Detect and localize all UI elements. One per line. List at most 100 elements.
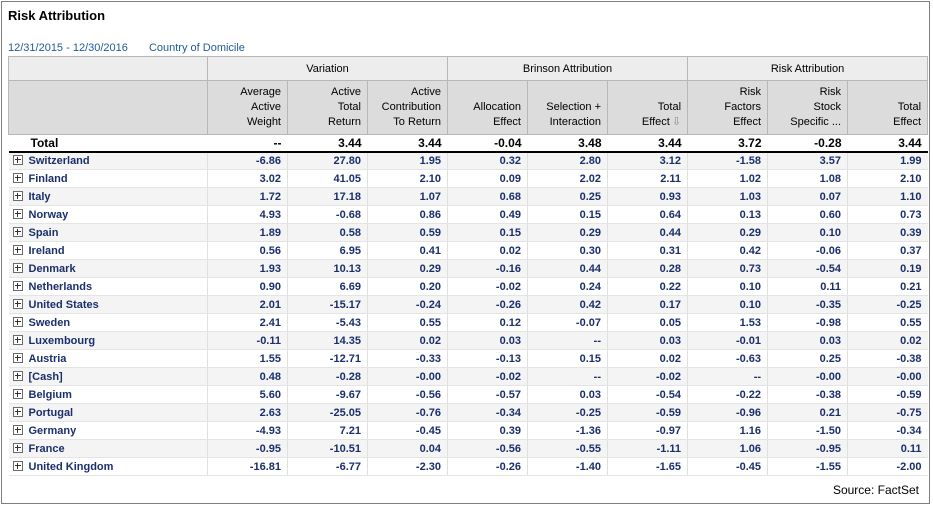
expand-plus-icon[interactable] xyxy=(12,388,23,399)
table-row[interactable]: Italy 1.72 17.18 1.07 0.68 0.25 0.93 1.03 0.07 1.… xyxy=(8,187,928,206)
table-cell: 1.02 xyxy=(687,169,768,188)
table-cell: -0.55 xyxy=(527,439,608,458)
row-name[interactable]: Belgium xyxy=(28,388,72,401)
expand-plus-icon[interactable] xyxy=(12,424,23,435)
table-row[interactable]: Switzerland -6.86 27.80 1.95 0.32 2.80 3.12 -1.… xyxy=(8,151,928,170)
table-row[interactable]: Belgium 5.60 -9.67 -0.56 -0.57 0.03 -0.54 -0.22… xyxy=(8,385,928,404)
table-row[interactable]: Luxembourg -0.11 14.35 0.02 0.03 -- 0.03 -0.01 0… xyxy=(8,331,928,350)
table-cell: -5.43 xyxy=(287,313,368,332)
column-header-risk-total-effect[interactable]: Total Effect xyxy=(847,80,929,135)
group-header-risk[interactable]: Risk Attribution xyxy=(687,56,929,81)
table-cell: 41.05 xyxy=(287,169,368,188)
expand-plus-icon[interactable] xyxy=(12,154,23,165)
row-name[interactable]: Switzerland xyxy=(28,154,90,167)
expand-plus-icon[interactable] xyxy=(12,334,23,345)
table-cell: 0.02 xyxy=(367,331,448,350)
expand-plus-icon[interactable] xyxy=(12,262,23,273)
row-label: United States xyxy=(8,295,208,314)
table-cell: -0.97 xyxy=(606,421,688,440)
table-cell: 10.13 xyxy=(287,259,368,278)
row-name[interactable]: Sweden xyxy=(28,316,71,329)
expand-plus-icon[interactable] xyxy=(12,190,23,201)
expand-plus-icon[interactable] xyxy=(12,406,23,417)
table-row[interactable]: Portugal 2.63 -25.05 -0.76 -0.34 -0.25 -0.59 -0… xyxy=(8,403,928,422)
table-cell: 0.60 xyxy=(767,205,848,224)
column-header-selection-interaction[interactable]: Selection + Interaction xyxy=(527,80,608,135)
table-cell: 1.99 xyxy=(847,151,928,170)
expand-plus-icon[interactable] xyxy=(12,460,23,471)
row-name[interactable]: France xyxy=(28,442,65,455)
table-row[interactable]: Norway 4.93 -0.68 0.86 0.49 0.15 0.64 0.13 0.60 0… xyxy=(8,205,928,224)
table-cell: 1.08 xyxy=(767,169,848,188)
table-cell: -0.25 xyxy=(527,403,608,422)
row-name[interactable]: Netherlands xyxy=(28,280,93,293)
row-name[interactable]: Spain xyxy=(28,226,59,239)
total-cell: 3.44 xyxy=(607,134,688,153)
grouping-link[interactable]: Country of Domicile xyxy=(148,42,245,54)
table-row[interactable]: Sweden 2.41 -5.43 0.55 0.12 -0.07 0.05 1.53 -0.9… xyxy=(8,313,928,332)
table-cell: 0.13 xyxy=(687,205,768,224)
column-header-name[interactable] xyxy=(8,80,208,135)
column-header-active-contribution[interactable]: Active Contribution To Return xyxy=(367,80,448,135)
table-cell: 0.21 xyxy=(767,403,848,422)
table-row[interactable]: Finland 3.02 41.05 2.10 0.09 2.02 2.11 1.02 1.08… xyxy=(8,169,928,188)
table-row[interactable]: Germany -4.93 7.21 -0.45 0.39 -1.36 -0.97 1.16-… xyxy=(8,421,928,440)
row-name[interactable]: Portugal xyxy=(28,406,74,419)
column-header-risk-factors-effect[interactable]: Risk Factors Effect xyxy=(687,80,769,135)
expand-plus-icon[interactable] xyxy=(12,370,23,381)
table-row[interactable]: France -0.95 -10.51 0.04 -0.56 -0.55 -1.11 1.06… xyxy=(8,439,928,458)
row-name[interactable]: Finland xyxy=(28,172,68,185)
table-row[interactable]: Spain 1.89 0.58 0.59 0.15 0.29 0.44 0.29 0.10 0.3… xyxy=(8,223,928,242)
column-header-brinson-total-effect[interactable]: Total Effect ⇩ xyxy=(606,80,689,135)
table-cell: 0.04 xyxy=(367,439,448,458)
table-cell: 2.63 xyxy=(207,403,288,422)
table-cell: -0.26 xyxy=(447,457,528,476)
group-header-variation[interactable]: Variation xyxy=(207,56,448,81)
expand-plus-icon[interactable] xyxy=(12,442,23,453)
table-row[interactable]: Ireland 0.56 6.95 0.41 0.02 0.30 0.31 0.42 -0.06… xyxy=(8,241,928,260)
table-cell: 0.56 xyxy=(207,241,288,260)
table-row[interactable]: United Kingdom -16.81 -6.77 -2.30 -0.26 -1.40… xyxy=(8,457,928,476)
expand-plus-icon[interactable] xyxy=(12,208,23,219)
group-header-brinson[interactable]: Brinson Attribution xyxy=(446,56,689,81)
table-cell: 0.05 xyxy=(606,313,688,332)
table-cell: -0.75 xyxy=(847,403,928,422)
row-name[interactable]: Italy xyxy=(28,190,51,203)
row-name[interactable]: Norway xyxy=(28,208,69,221)
table-row[interactable]: Austria 1.55 -12.71 -0.33 -0.13 0.15 0.02 -0.63… xyxy=(8,349,928,368)
table-cell: 5.60 xyxy=(207,385,288,404)
row-name[interactable]: Austria xyxy=(28,352,67,365)
expand-plus-icon[interactable] xyxy=(12,298,23,309)
row-name[interactable]: United States xyxy=(28,298,99,311)
table-cell: -0.33 xyxy=(367,349,448,368)
row-name[interactable]: Germany xyxy=(28,424,77,437)
expand-plus-icon[interactable] xyxy=(12,226,23,237)
row-name[interactable]: [Cash] xyxy=(28,370,63,383)
total-cell: -0.28 xyxy=(767,134,848,153)
column-header-allocation-effect[interactable]: Allocation Effect xyxy=(447,80,528,135)
expand-plus-icon[interactable] xyxy=(12,172,23,183)
sort-down-arrow-icon[interactable]: ⇩ xyxy=(671,116,682,128)
row-name[interactable]: Luxembourg xyxy=(28,334,96,347)
expand-plus-icon[interactable] xyxy=(12,280,23,291)
table-cell: -0.59 xyxy=(606,403,688,422)
table-row[interactable]: United States 2.01 -15.17 -0.24 -0.26 0.42 0.1… xyxy=(8,295,928,314)
expand-plus-icon[interactable] xyxy=(12,352,23,363)
column-header-active-total-return[interactable]: Active Total Return xyxy=(287,80,368,135)
row-name[interactable]: Ireland xyxy=(28,244,65,257)
table-cell: -0.00 xyxy=(367,367,448,386)
row-name[interactable]: United Kingdom xyxy=(28,460,114,473)
table-row[interactable]: Denmark 1.93 10.13 0.29 -0.16 0.44 0.28 0.73 -0.… xyxy=(8,259,928,278)
date-range-link[interactable]: 12/31/2015 - 12/30/2016 xyxy=(8,42,128,54)
table-cell: 0.31 xyxy=(606,241,688,260)
table-cell: 0.21 xyxy=(847,277,928,296)
expand-plus-icon[interactable] xyxy=(12,244,23,255)
expand-plus-icon[interactable] xyxy=(12,316,23,327)
column-header-risk-stock-specific[interactable]: Risk Stock Specific ... xyxy=(767,80,849,135)
table-row[interactable]: Netherlands 0.90 6.69 0.20 -0.02 0.24 0.22 0.10… xyxy=(8,277,928,296)
row-label: Belgium xyxy=(8,385,208,404)
table-row[interactable]: [Cash] 0.48 -0.28 -0.00 -0.02 -- -0.02 -- -0.00-… xyxy=(8,367,928,386)
column-header-average-active-weight[interactable]: Average Active Weight xyxy=(207,80,288,135)
row-name[interactable]: Denmark xyxy=(28,262,76,275)
table-cell: 0.59 xyxy=(367,223,448,242)
